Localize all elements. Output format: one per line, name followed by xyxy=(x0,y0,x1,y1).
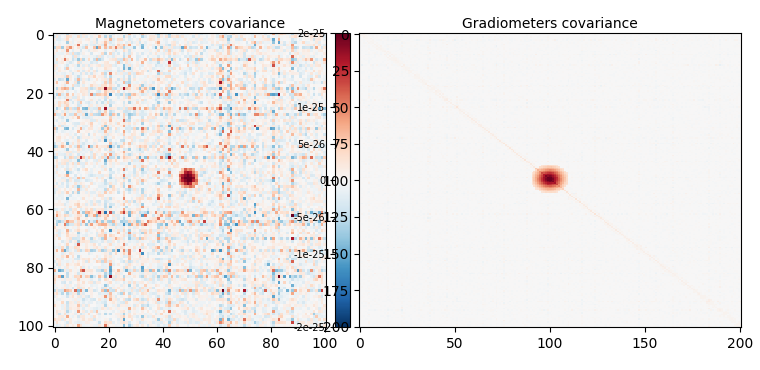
Title: Gradiometers covariance: Gradiometers covariance xyxy=(462,17,638,31)
Title: Magnetometers covariance: Magnetometers covariance xyxy=(94,17,285,31)
